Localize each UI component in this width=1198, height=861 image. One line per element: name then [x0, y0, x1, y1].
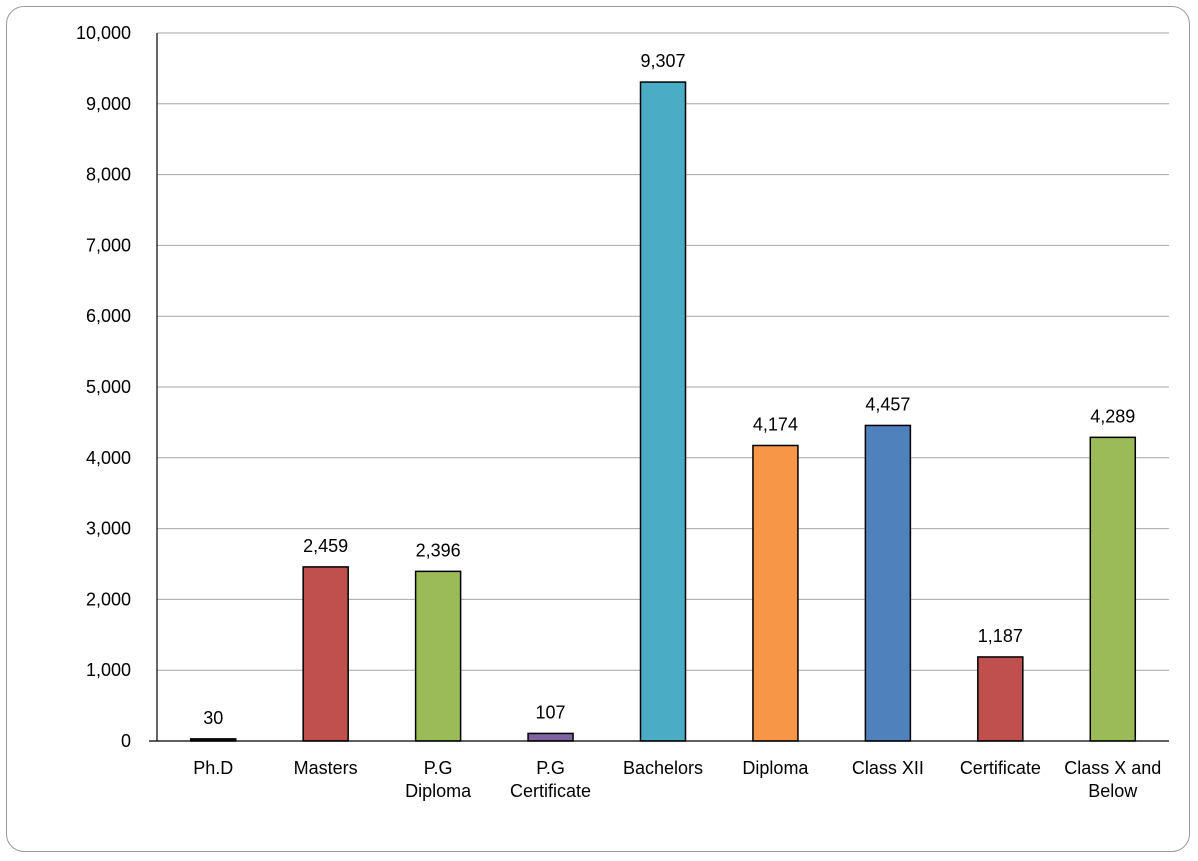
x-tick-label: Certificate: [510, 781, 591, 801]
bar: [527, 732, 574, 742]
y-tick-label: 6,000: [86, 306, 131, 326]
y-tick-label: 2,000: [86, 589, 131, 609]
bar: [414, 570, 462, 742]
y-tick-label: 1,000: [86, 660, 131, 680]
x-tick-label: Masters: [294, 758, 358, 778]
y-tick-label: 5,000: [86, 377, 131, 397]
data-labels: 30 2,459 2,396 107 9,307 4,174 4,457 1,187 4,289: [203, 51, 1135, 728]
bar: [977, 656, 1024, 742]
x-tick-label: Class X and: [1064, 758, 1161, 778]
data-label: 2,459: [303, 536, 348, 556]
x-tick-label: Bachelors: [623, 758, 703, 778]
y-tick-label: 0: [121, 731, 131, 751]
data-label: 9,307: [640, 51, 685, 71]
x-tick-label: Diploma: [405, 781, 472, 801]
y-tick-label: 7,000: [86, 235, 131, 255]
y-tick-label: 3,000: [86, 519, 131, 539]
y-tick-label: 9,000: [86, 94, 131, 114]
x-axis: Ph.D Masters P.G Diploma P.G Certificate Bache…: [149, 740, 1169, 801]
x-tick-label: Below: [1088, 781, 1138, 801]
data-label: 107: [536, 702, 566, 722]
bar: [1089, 436, 1137, 742]
bar: [864, 424, 912, 742]
x-tick-label: Diploma: [742, 758, 809, 778]
data-label: 1,187: [978, 626, 1023, 646]
y-tick-label: 4,000: [86, 448, 131, 468]
x-tick-label: Certificate: [960, 758, 1041, 778]
y-tick-label: 10,000: [76, 23, 131, 43]
data-label: 4,289: [1090, 406, 1135, 426]
x-tick-label: P.G: [424, 758, 453, 778]
bar: [752, 444, 799, 742]
y-tick-label: 8,000: [86, 165, 131, 185]
bar: [639, 81, 687, 742]
bar: [302, 566, 349, 742]
x-tick-label: Class XII: [852, 758, 924, 778]
data-label: 4,174: [753, 414, 798, 434]
data-label: 30: [203, 708, 223, 728]
data-label: 4,457: [865, 394, 910, 414]
bars: [189, 81, 1137, 742]
x-tick-label: P.G: [536, 758, 565, 778]
x-tick-label: Ph.D: [193, 758, 233, 778]
y-axis: 0 1,000 2,000 3,000 4,000 5,000 6,000 7,000 8,00…: [76, 23, 158, 751]
data-label: 2,396: [416, 540, 461, 560]
